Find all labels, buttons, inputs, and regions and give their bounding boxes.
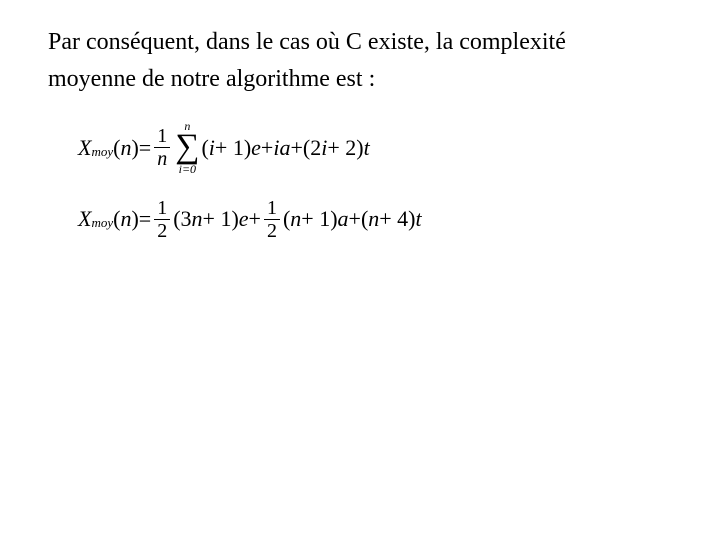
eq2-lhs-sub: moy <box>91 215 113 231</box>
eq2-p1-open: (3 <box>173 206 191 232</box>
eq2-plus-b: + <box>349 206 361 232</box>
eq1-p1-close: + 1) <box>215 135 251 161</box>
eq2-p3-n: n <box>368 206 379 232</box>
eq1-arg-close: ) <box>131 135 138 161</box>
eq2-frac-a-den: 2 <box>154 219 170 242</box>
eq2-plus-a: + <box>249 206 261 232</box>
eq1-e: e <box>251 135 261 161</box>
eq2-arg: n <box>120 206 131 232</box>
eq1-t: t <box>364 135 370 161</box>
eq2-frac-a-num: 1 <box>154 197 170 219</box>
eq2-equals: = <box>139 206 151 232</box>
eq2-t: t <box>416 206 422 232</box>
eq2-p2-close: + 1) <box>301 206 337 232</box>
eq1-frac-1n: 1 n <box>154 125 170 170</box>
eq1-p2-open: (2 <box>303 135 321 161</box>
eq1-arg: n <box>120 135 131 161</box>
eq2-e: e <box>239 206 249 232</box>
intro-line-1: Par conséquent, dans le cas où C existe,… <box>48 29 566 55</box>
eq2-p3-close: + 4) <box>379 206 415 232</box>
sigma-icon: ∑ <box>175 132 199 163</box>
eq1-frac-num: 1 <box>154 125 170 147</box>
eq2-frac-b-num: 1 <box>264 197 280 219</box>
eq2-p2-n: n <box>290 206 301 232</box>
equation-2: Xmoy(n) = 1 2 (3n + 1)e + 1 2 (n + 1)a +… <box>78 197 680 242</box>
intro-text: Par conséquent, dans le cas où C existe,… <box>48 24 680 98</box>
eq2-frac-b: 1 2 <box>264 197 280 242</box>
eq1-plus-a: + <box>261 135 273 161</box>
eq1-lhs-var: X <box>78 135 91 161</box>
eq1-arg-open: ( <box>113 135 120 161</box>
eq1-ia-a: a <box>279 135 290 161</box>
eq2-p1-n: n <box>192 206 203 232</box>
eq2-arg-close: ) <box>131 206 138 232</box>
eq2-frac-a: 1 2 <box>154 197 170 242</box>
eq1-sigma: n ∑ i=0 <box>175 120 199 175</box>
eq2-lhs-var: X <box>78 206 91 232</box>
eq1-p1-open: ( <box>201 135 208 161</box>
eq1-plus-b: + <box>290 135 302 161</box>
eq1-p2-close: + 2) <box>327 135 363 161</box>
eq2-p1-close: + 1) <box>203 206 239 232</box>
eq2-a: a <box>338 206 349 232</box>
eq2-p2-open: ( <box>283 206 290 232</box>
eq1-sigma-bot: i=0 <box>179 163 196 175</box>
intro-line-2: moyenne de notre algorithme est : <box>48 66 375 92</box>
eq2-arg-open: ( <box>113 206 120 232</box>
eq1-lhs-sub: moy <box>91 144 113 160</box>
eq1-equals: = <box>139 135 151 161</box>
equation-1: Xmoy(n) = 1 n n ∑ i=0 (i + 1)e + ia + (2… <box>78 120 680 175</box>
eq2-p3-open: ( <box>361 206 368 232</box>
eq2-frac-b-den: 2 <box>264 219 280 242</box>
eq1-frac-den: n <box>154 147 170 170</box>
